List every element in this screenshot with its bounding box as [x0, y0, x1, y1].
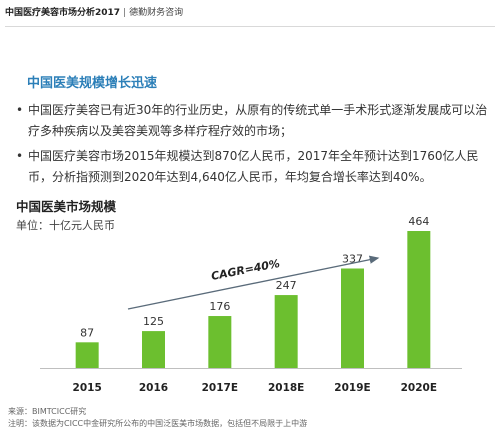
- value-label-2015: 87: [80, 326, 94, 339]
- bar-2020E: [407, 231, 431, 368]
- report-title: 中国医疗美容市场分析2017: [5, 8, 121, 18]
- section-title: 中国医美规模增长迅速: [27, 76, 158, 91]
- x-tick-label-2018E: 2018E: [268, 382, 304, 394]
- value-label-2018E: 247: [276, 279, 297, 292]
- x-tick-label-2017E: 2017E: [202, 382, 238, 394]
- header-separator: |: [123, 8, 127, 18]
- footer: 来源：BIMTCICC研究 注明：该数据为CICC中金研究所公布的中国泛医美市场…: [8, 406, 307, 430]
- chart-unit: 单位：十亿元人民币: [16, 219, 115, 232]
- report-header: 中国医疗美容市场分析2017 | 德勤财务咨询: [5, 4, 495, 27]
- bar-2019E: [341, 268, 364, 368]
- x-tick-label-2020E: 2020E: [401, 382, 437, 394]
- report-org: 德勤财务咨询: [129, 8, 184, 18]
- x-tick-label-2019E: 2019E: [334, 382, 370, 394]
- value-label-2016: 125: [143, 315, 164, 328]
- cagr-annotation: CAGR=40%: [210, 257, 281, 283]
- x-tick-label-2015: 2015: [73, 382, 102, 394]
- chart-title: 中国医美市场规模: [16, 199, 117, 214]
- cagr-arrow: [127, 255, 380, 310]
- bar-2016: [142, 331, 165, 368]
- bullet-list: 中国医疗美容已有近30年的行业历史，从原有的传统式单一手术形式逐渐发展成可以治疗…: [16, 100, 494, 192]
- source-note: 来源：BIMTCICC研究: [8, 407, 87, 416]
- bar-2017E: [208, 316, 232, 368]
- x-tick-label-2016: 2016: [139, 382, 168, 394]
- bar-2018E: [274, 295, 298, 368]
- footnote: 注明：该数据为CICC中金研究所公布的中国泛医美市场数据，包括但不局限于上中游: [8, 419, 308, 428]
- bullet-item: 中国医疗美容市场2015年规模达到870亿人民币，2017年全年预计达到1760…: [16, 146, 494, 188]
- value-label-2017E: 176: [209, 300, 230, 313]
- value-label-2020E: 464: [408, 215, 429, 228]
- bar-2015: [75, 342, 99, 368]
- bullet-item: 中国医疗美容已有近30年的行业历史，从原有的传统式单一手术形式逐渐发展成可以治疗…: [16, 100, 494, 142]
